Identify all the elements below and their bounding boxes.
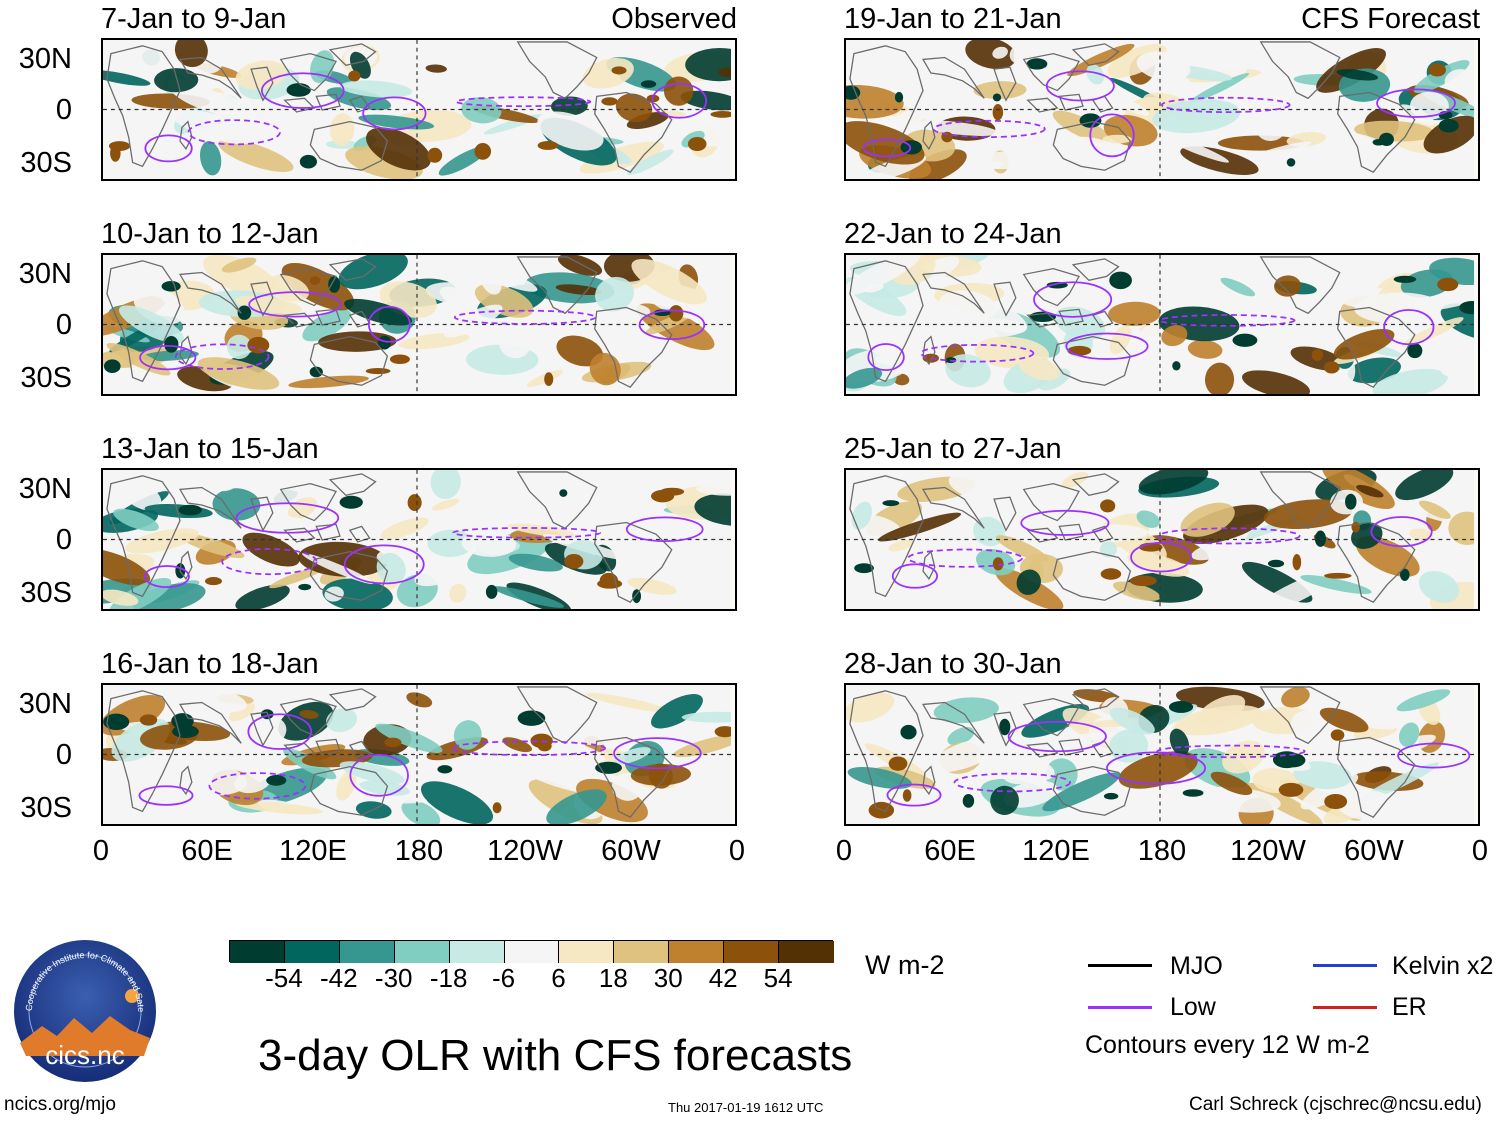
lat-label-3-1: 0	[55, 739, 72, 771]
colorbar-cell	[284, 941, 340, 963]
lat-label-1-2: 30S	[20, 362, 72, 394]
lat-label-1-0: 30N	[18, 258, 72, 290]
lat-label-0-2: 30S	[20, 147, 72, 179]
panel-right-0-tag: CFS Forecast	[1301, 3, 1480, 35]
colorbar-tick-label: -6	[491, 963, 516, 993]
panel-left-2-title: 13-Jan to 15-Jan	[101, 433, 319, 465]
lon-label-right-6: 0	[1471, 835, 1489, 867]
lon-label-left-2: 120E	[279, 835, 347, 867]
olr-map-svg	[846, 255, 1474, 394]
colorbar-cell	[394, 941, 450, 963]
legend-mjo-line	[1088, 964, 1152, 967]
legend-er-line	[1313, 1006, 1377, 1009]
colorbar-cell	[669, 941, 725, 963]
colorbar-tick-label: 54	[763, 963, 793, 993]
panel-left-2-map	[101, 468, 737, 611]
panel-right-0-title: 19-Jan to 21-Jan	[844, 3, 1062, 35]
colorbar-tick-label: -30	[374, 963, 413, 993]
lon-label-left-0: 0	[92, 835, 110, 867]
footer-url: ncics.org/mjo	[4, 1094, 116, 1115]
olr-map-svg	[103, 40, 731, 179]
lat-label-3-2: 30S	[20, 792, 72, 824]
lon-label-left-1: 60E	[181, 835, 233, 867]
lat-label-1-1: 0	[55, 309, 72, 341]
panel-left-0-tag: Observed	[611, 3, 737, 35]
panel-right-3-title: 28-Jan to 30-Jan	[844, 648, 1062, 680]
olr-map-svg	[846, 40, 1474, 179]
lat-label-0-1: 0	[55, 94, 72, 126]
colorbar-tick-label: -54	[265, 963, 303, 993]
colorbar-cell	[779, 941, 834, 963]
colorbar-units: W m-2	[865, 950, 945, 980]
lon-label-right-5: 60W	[1344, 835, 1404, 867]
footer-timestamp: Thu 2017-01-19 1612 UTC	[668, 1100, 824, 1115]
panel-left-1-title: 10-Jan to 12-Jan	[101, 218, 319, 250]
lon-label-left-4: 120W	[487, 835, 563, 867]
panel-left-0-map	[101, 38, 737, 181]
panel-right-3-map	[844, 683, 1480, 826]
panel-left-3-title: 16-Jan to 18-Jan	[101, 648, 319, 680]
colorbar-tick-label: -18	[429, 963, 468, 993]
colorbar-tick-label: 30	[653, 963, 683, 993]
colorbar-cell	[504, 941, 560, 963]
panel-right-0-map	[844, 38, 1480, 181]
colorbar-cell	[339, 941, 395, 963]
lon-label-right-1: 60E	[924, 835, 976, 867]
lon-label-left-6: 0	[728, 835, 746, 867]
colorbar-tick-label: 18	[598, 963, 628, 993]
lon-label-left-3: 180	[394, 835, 444, 867]
cics-logo: Cooperative Institute for Climate and Sa…	[9, 930, 158, 1084]
legend-er-label: ER	[1392, 993, 1427, 1021]
colorbar-cell	[559, 941, 615, 963]
lon-label-left-5: 60W	[601, 835, 661, 867]
logo-text: cics.nc	[45, 1040, 124, 1070]
olr-map-svg	[846, 470, 1474, 609]
panel-left-3-map	[101, 683, 737, 826]
panel-right-2-title: 25-Jan to 27-Jan	[844, 433, 1062, 465]
lat-label-0-0: 30N	[18, 43, 72, 75]
panel-left-0-title: 7-Jan to 9-Jan	[101, 3, 287, 35]
legend-kelvin-label: Kelvin x2	[1392, 952, 1494, 980]
legend-low-line	[1088, 1006, 1152, 1009]
colorbar-tick-label: 6	[551, 963, 566, 993]
lat-label-2-2: 30S	[20, 577, 72, 609]
lon-label-right-4: 120W	[1230, 835, 1306, 867]
colorbar-cell	[449, 941, 505, 963]
legend-kelvin-line	[1313, 964, 1377, 967]
contour-note: Contours every 12 W m-2	[1085, 1031, 1370, 1059]
colorbar-cell	[614, 941, 670, 963]
olr-map-svg	[103, 685, 731, 824]
lon-label-right-2: 120E	[1022, 835, 1090, 867]
cics-logo-graphic: Cooperative Institute for Climate and Sa…	[9, 930, 156, 1082]
panel-right-1-map	[844, 253, 1480, 396]
colorbar-cell	[230, 941, 285, 963]
olr-map-svg	[103, 470, 731, 609]
panel-right-1-title: 22-Jan to 24-Jan	[844, 218, 1062, 250]
colorbar-tick-label: 42	[708, 963, 738, 993]
panel-left-1-map	[101, 253, 737, 396]
footer-author: Carl Schreck (cjschrec@ncsu.edu)	[1189, 1094, 1482, 1115]
colorbar-cell	[724, 941, 780, 963]
lon-label-right-3: 180	[1137, 835, 1187, 867]
legend-low-label: Low	[1170, 993, 1216, 1021]
olr-map-svg	[846, 685, 1474, 824]
lat-label-2-0: 30N	[18, 473, 72, 505]
colorbar	[229, 940, 834, 963]
lat-label-3-0: 30N	[18, 688, 72, 720]
legend-mjo-label: MJO	[1170, 952, 1223, 980]
main-title: 3-day OLR with CFS forecasts	[258, 1031, 853, 1080]
lat-label-2-1: 0	[55, 524, 72, 556]
panel-right-2-map	[844, 468, 1480, 611]
colorbar-tick-label: -42	[320, 963, 358, 993]
lon-label-right-0: 0	[835, 835, 853, 867]
olr-map-svg	[103, 255, 731, 394]
